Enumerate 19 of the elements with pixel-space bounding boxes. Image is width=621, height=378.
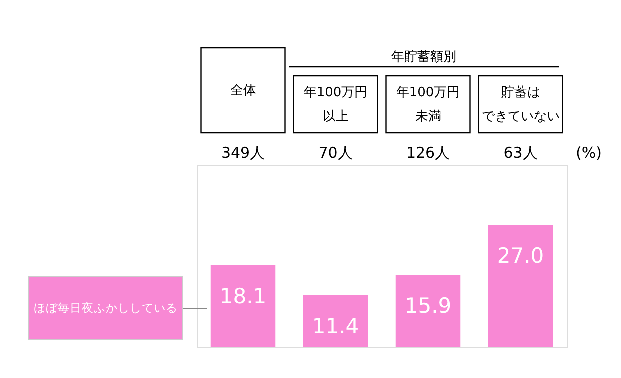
data-label: 27.0 (497, 244, 544, 268)
x-tick-label: 年100万円未満 (396, 86, 460, 124)
data-label: 18.1 (220, 284, 267, 308)
text: ほぼ毎日夜ふかししている (34, 301, 178, 315)
text: 126人 (406, 144, 450, 162)
bar (303, 296, 368, 347)
data-label: 11.4 (312, 314, 360, 339)
text: (%) (576, 144, 602, 162)
bar (396, 275, 461, 347)
bar (488, 225, 554, 347)
x-tick-label: 全体 (230, 84, 256, 98)
text: 349人 (221, 144, 266, 162)
bar (210, 265, 276, 347)
text: 70人 (318, 144, 353, 162)
x-tick-label: 年100万円以上 (304, 86, 368, 124)
data-label: 15.9 (404, 294, 452, 318)
x-tick-label: 貯蓄はできていない (482, 86, 560, 124)
text: 63人 (504, 144, 538, 162)
text: 年貯蓄額別 (392, 50, 456, 65)
